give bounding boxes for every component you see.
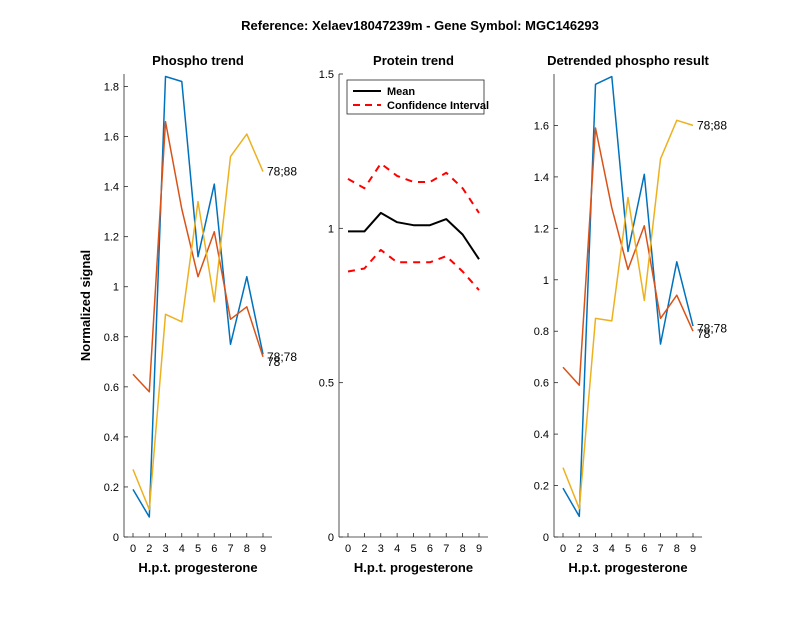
y-tick-label: 1.4	[534, 172, 549, 184]
y-tick-label: 0.6	[534, 378, 549, 390]
x-tick-label: 5	[195, 543, 201, 555]
y-tick-label: 0	[328, 532, 334, 544]
series-line-mean	[348, 211, 480, 260]
x-tick-label: 3	[378, 543, 384, 555]
x-tick-label: 0	[345, 543, 351, 555]
x-tick-label: 3	[162, 543, 168, 555]
x-tick-label: 0	[560, 543, 566, 555]
x-tick-label: 9	[690, 543, 696, 555]
y-tick-label: 0	[543, 532, 549, 544]
x-tick-label: 6	[641, 543, 647, 555]
y-tick-label: 1.8	[104, 82, 119, 94]
x-tick-label: 5	[625, 543, 631, 555]
series-line-blue	[562, 75, 694, 518]
panel-title: Detrended phospho result	[547, 53, 709, 68]
y-tick-label: 1.4	[104, 182, 119, 194]
x-tick-label: 7	[443, 543, 449, 555]
series-line-confidence-interval-upper	[347, 162, 480, 214]
panel-title: Phospho trend	[152, 53, 244, 68]
y-tick-label: 0.8	[534, 326, 549, 338]
x-axis-label: H.p.t. progesterone	[138, 560, 257, 575]
panel-title: Protein trend	[373, 53, 454, 68]
y-tick-label: 0.5	[319, 378, 334, 390]
series-line-orange	[132, 120, 264, 393]
y-tick-label: 1	[328, 223, 334, 235]
y-tick-label: 1	[113, 282, 119, 294]
x-tick-label: 8	[674, 543, 680, 555]
series-line-orange	[562, 127, 694, 386]
series-end-label: 78	[267, 355, 281, 369]
y-tick-label: 0	[113, 532, 119, 544]
series-end-label: 78;78	[697, 322, 727, 336]
series-end-label: 78	[697, 327, 711, 341]
y-axis-label: Normalized signal	[78, 250, 93, 361]
x-tick-label: 8	[460, 543, 466, 555]
series-line-yellow	[562, 119, 694, 510]
y-tick-label: 1.6	[534, 120, 549, 132]
series-end-label: 78;78	[267, 350, 297, 364]
series-line-yellow	[132, 133, 264, 511]
x-tick-label: 2	[146, 543, 152, 555]
y-tick-label: 1.2	[104, 232, 119, 244]
x-axis-label: H.p.t. progesterone	[568, 560, 687, 575]
x-tick-label: 4	[609, 543, 615, 555]
figure-title: Reference: Xelaev18047239m - Gene Symbol…	[241, 18, 599, 33]
x-tick-label: 7	[227, 543, 233, 555]
y-tick-label: 1	[543, 275, 549, 287]
legend-box	[346, 79, 485, 115]
series-end-label: 78;88	[267, 165, 297, 179]
x-tick-label: 4	[394, 543, 400, 555]
x-tick-label: 6	[211, 543, 217, 555]
legend: Mean Confidence Interval	[346, 79, 489, 115]
panel-3: Detrended phospho result H.p.t. progester…	[534, 53, 728, 575]
x-tick-label: 2	[361, 543, 367, 555]
panel-1: Phospho trend H.p.t. progesterone Normaliz…	[78, 53, 297, 575]
y-tick-label: 1.2	[534, 223, 549, 235]
x-axis-label: H.p.t. progesterone	[354, 560, 473, 575]
x-tick-label: 0	[130, 543, 136, 555]
legend-label: Confidence Interval	[387, 100, 489, 112]
x-tick-label: 2	[576, 543, 582, 555]
y-tick-label: 1.6	[104, 132, 119, 144]
panels: Phospho trend H.p.t. progesterone Normaliz…	[78, 53, 727, 575]
x-tick-label: 8	[244, 543, 250, 555]
y-tick-label: 0.6	[104, 382, 119, 394]
x-tick-label: 4	[179, 543, 185, 555]
x-tick-label: 6	[427, 543, 433, 555]
series-line-confidence-interval-lower	[347, 248, 480, 291]
series-line-blue	[132, 75, 264, 518]
x-tick-label: 9	[260, 543, 266, 555]
x-tick-label: 7	[657, 543, 663, 555]
y-tick-label: 0.2	[104, 482, 119, 494]
y-tick-label: 0.4	[534, 429, 549, 441]
x-tick-label: 9	[476, 543, 482, 555]
y-tick-label: 0.2	[534, 481, 549, 493]
legend-label: Mean	[387, 86, 415, 98]
x-tick-label: 3	[592, 543, 598, 555]
y-tick-label: 0.8	[104, 332, 119, 344]
y-tick-label: 0.4	[104, 432, 119, 444]
y-tick-label: 1.5	[319, 69, 334, 81]
series-end-label: 78;88	[697, 118, 727, 132]
x-tick-label: 5	[410, 543, 416, 555]
